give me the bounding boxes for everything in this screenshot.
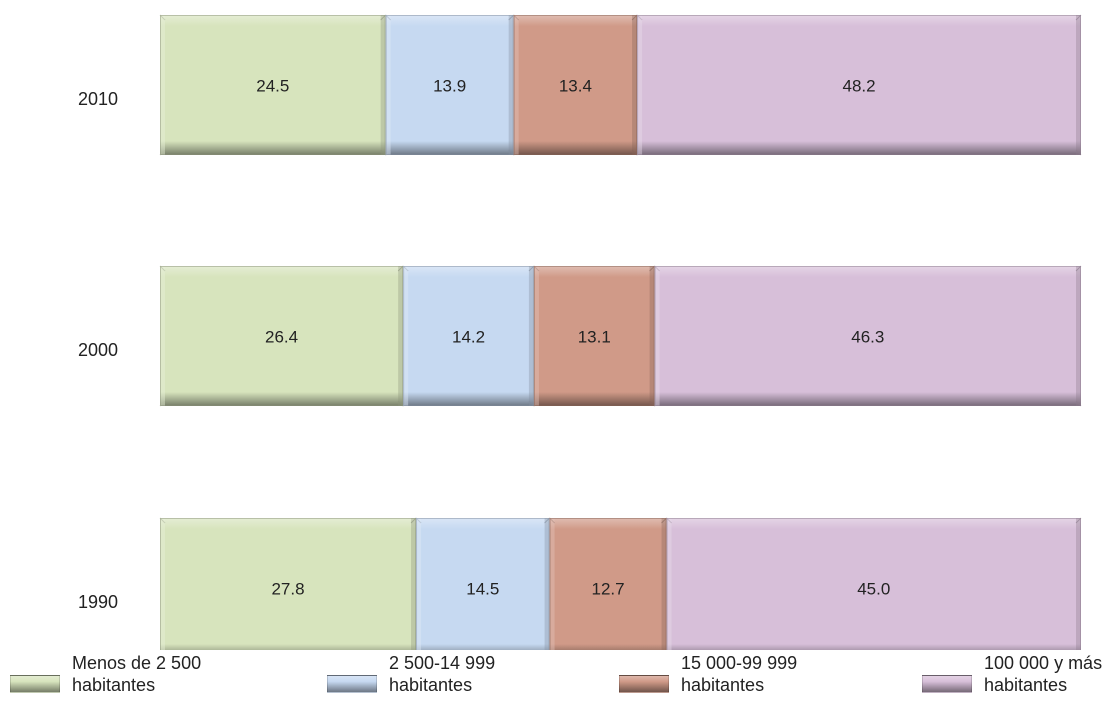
value-label-2000-series-0: 26.4 (265, 327, 298, 346)
bar-2010-series-0 (159, 14, 386, 156)
value-label-1990-series-0: 27.8 (271, 579, 304, 598)
category-label-1990: 1990 (78, 592, 118, 612)
legend-swatch-0 (10, 675, 60, 693)
legend-label-1: 2 500-14 999 habitantes (389, 653, 496, 695)
bar-1990-series-3 (666, 517, 1082, 650)
bar-2000-series-3 (654, 265, 1082, 407)
legend-label-2: 15 000-99 999 habitantes (681, 653, 798, 695)
legend-swatch-1 (327, 675, 377, 693)
bar-1990-series-2 (549, 517, 667, 650)
bar-2000-series-1 (402, 265, 535, 407)
bar-2010-series-1 (385, 14, 515, 156)
bar-1990-series-0 (159, 517, 417, 650)
value-label-2010-series-1: 13.9 (433, 76, 466, 95)
legend-label-0: Menos de 2 500 habitantes (72, 653, 202, 695)
bar-2000-series-2 (533, 265, 655, 407)
category-label-2000: 2000 (78, 340, 118, 360)
value-label-1990-series-3: 45.0 (857, 579, 890, 598)
bar-1990-series-1 (415, 517, 550, 650)
bar-2000-series-0 (159, 265, 404, 407)
legend-label-3: 100 000 y más habitantes (984, 653, 1103, 695)
value-label-2010-series-0: 24.5 (256, 76, 289, 95)
value-label-1990-series-1: 14.5 (466, 579, 499, 598)
value-label-2010-series-2: 13.4 (559, 76, 592, 95)
value-label-2010-series-3: 48.2 (842, 76, 875, 95)
bar-2010-series-3 (636, 14, 1082, 156)
value-label-2000-series-3: 46.3 (851, 327, 884, 346)
value-label-2000-series-2: 13.1 (578, 327, 611, 346)
value-label-1990-series-2: 12.7 (592, 579, 625, 598)
legend-swatch-2 (619, 675, 669, 693)
stacked-bar-chart: 2010 2000 1990 24.5 13.9 13.4 48.2 26.4 14.2 13.… (78, 14, 1082, 650)
category-label-2010: 2010 (78, 89, 118, 109)
legend-swatch-3 (922, 675, 972, 693)
value-label-2000-series-1: 14.2 (452, 327, 485, 346)
bar-2010-series-2 (513, 14, 638, 156)
legend: Menos de 2 500 habitantes 2 500-14 999 ha… (0, 652, 1115, 721)
